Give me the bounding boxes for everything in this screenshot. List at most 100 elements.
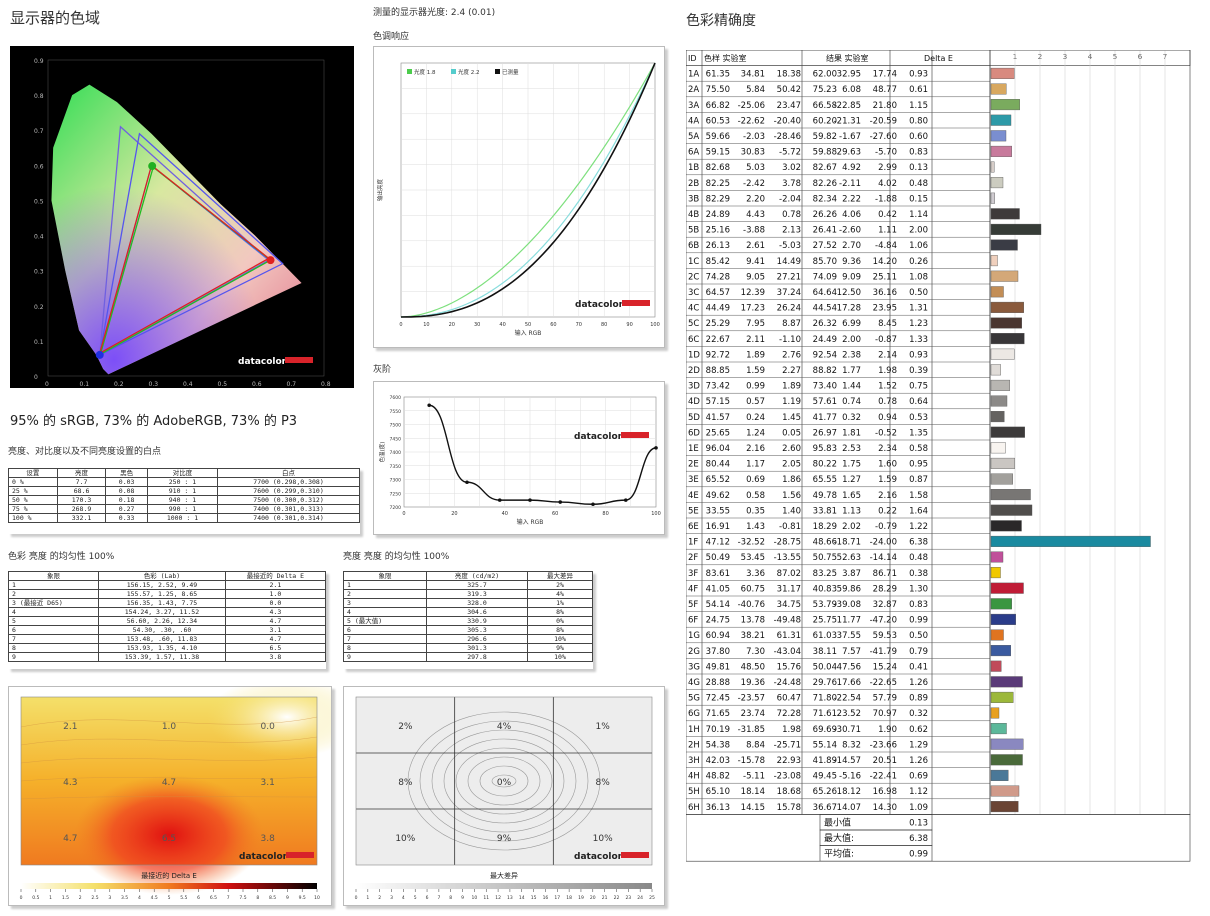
table-row: 2 155.57, 1.25, 8.65 1.0: [7, 589, 327, 599]
lab-value: 82.34: [813, 194, 837, 204]
lab-value: 1.17: [746, 460, 765, 470]
table-row: 2 319.3 4%: [343, 589, 593, 599]
y-tick-label: 0.2: [34, 304, 44, 311]
x-axis-label: 输入 RGB: [515, 329, 542, 337]
delta-e-value: 1.14: [909, 210, 928, 220]
heatmap-background: [356, 697, 652, 865]
lab-value: 18.14: [741, 787, 765, 797]
row-id: 5H: [688, 787, 700, 797]
lab-value: -4.84: [875, 241, 897, 251]
lab-value: 80.22: [813, 460, 837, 470]
delta-e-bar: [990, 551, 1004, 563]
scale-label: 23: [625, 895, 631, 901]
summary-value: 0.99: [909, 850, 928, 860]
lab-value: 22.93: [777, 756, 801, 766]
lab-value: -41.79: [870, 647, 897, 657]
row-id: 3H: [688, 756, 700, 766]
lab-value: -0.52: [875, 428, 897, 438]
lab-value: 50.49: [706, 553, 730, 563]
cell-value: 8%: [398, 778, 413, 788]
lab-value: -23.57: [738, 694, 765, 704]
cell-value: 0%: [497, 778, 512, 788]
delta-e-value: 1.15: [909, 101, 928, 111]
scale-label: 9.5: [299, 895, 306, 901]
lab-value: 62.00: [813, 70, 837, 80]
lab-value: 71.65: [706, 709, 730, 719]
lab-value: 3.78: [782, 179, 801, 189]
lab-value: 61.03: [813, 631, 837, 641]
column-header: ID: [688, 54, 697, 63]
lab-value: 47.12: [706, 538, 730, 548]
legend-label: 光度 2.2: [458, 68, 480, 76]
lab-value: 59.86: [837, 584, 861, 594]
scale-label: 6.5: [210, 895, 217, 901]
lab-value: 1.98: [782, 725, 801, 735]
cell-value: 9%: [497, 834, 512, 844]
brand-logo: datacolor: [239, 852, 288, 862]
lab-value: 41.05: [706, 584, 730, 594]
lab-value: 0.58: [746, 491, 765, 501]
delta-e-value: 0.48: [909, 179, 928, 189]
lab-value: 1.13: [842, 506, 861, 516]
table-cell: 6: [7, 625, 100, 635]
lab-value: 44.54: [813, 304, 837, 314]
table-cell: 2: [7, 589, 100, 599]
lab-value: 2.13: [782, 226, 801, 236]
lab-value: -0.81: [779, 522, 801, 532]
row-id: 2E: [688, 460, 699, 470]
grayscale-point: [558, 500, 563, 504]
lab-value: 88.85: [706, 366, 730, 376]
scale-label: 25: [649, 895, 655, 901]
brand-bar: [621, 852, 649, 858]
lab-value: 2.14: [878, 350, 897, 360]
row-id: 1A: [688, 70, 699, 80]
delta-e-value: 0.83: [909, 600, 928, 610]
cell-value: 4%: [497, 722, 512, 732]
delta-e-bar: [990, 582, 1024, 594]
table-row: 6 54.30, .30, .60 3.1: [7, 625, 327, 635]
y-tick-label: 7550: [390, 409, 402, 415]
column-header: 象限: [343, 571, 427, 581]
lab-value: -1.67: [839, 132, 861, 142]
scale-label: 3: [390, 895, 393, 901]
x-tick-label: 60: [550, 322, 556, 328]
accuracy-chart: ID 色样 实验室 结果 实验室 Delta E 1 2 3 4 5 6 71A 61.35 34.81…: [685, 49, 1191, 862]
table-cell: 153.39, 1.57, 11.38: [98, 652, 226, 662]
lab-value: 1.11: [878, 226, 897, 236]
lab-value: 6.99: [842, 319, 861, 329]
lab-value: 64.64: [813, 288, 837, 298]
table-cell: 7: [343, 634, 427, 644]
row-id: 5E: [688, 506, 699, 516]
scale-label: 10: [472, 895, 478, 901]
lab-value: -28.46: [774, 132, 801, 142]
lab-value: 49.62: [706, 491, 730, 501]
table-cell: 325.7: [425, 580, 529, 590]
lab-value: -3.88: [743, 226, 765, 236]
delta-e-bar: [990, 738, 1024, 750]
brand-logo: datacolor: [574, 432, 623, 442]
lab-value: 33.81: [813, 506, 837, 516]
lab-value: 75.50: [706, 85, 730, 95]
table-cell: 154.24, 3.27, 11.52: [98, 607, 226, 617]
heatmap-color-panel: 2.1 1.0 0.0 4.3 4.7 3.1 4.7 6.5 3.8 最接近的 Delta E 0…: [8, 677, 367, 906]
lab-value: 8.84: [746, 740, 765, 750]
row-id: 3A: [688, 101, 699, 111]
gamma-title: 色调响应: [373, 32, 410, 42]
delta-e-value: 0.75: [909, 382, 928, 392]
table-row: 8 153.93, 1.35, 4.10 6.5: [7, 643, 327, 653]
scale-label: 1: [49, 895, 52, 901]
delta-e-bar: [990, 223, 1042, 235]
table-row: 4 154.24, 3.27, 11.52 4.3: [7, 607, 327, 617]
row-id: 2F: [688, 553, 698, 563]
table-cell: 304.6: [425, 607, 529, 617]
contour-line: [419, 720, 589, 842]
column-header: 象限: [7, 571, 100, 581]
row-id: 2G: [688, 647, 700, 657]
lab-value: 95.83: [813, 444, 837, 454]
accuracy-title: 色彩精确度: [686, 13, 756, 29]
lab-value: 37.80: [706, 647, 730, 657]
lab-value: 44.49: [706, 304, 730, 314]
scale-label: 10: [314, 895, 320, 901]
lab-value: 32.95: [837, 70, 861, 80]
delta-e-value: 0.95: [909, 460, 928, 470]
